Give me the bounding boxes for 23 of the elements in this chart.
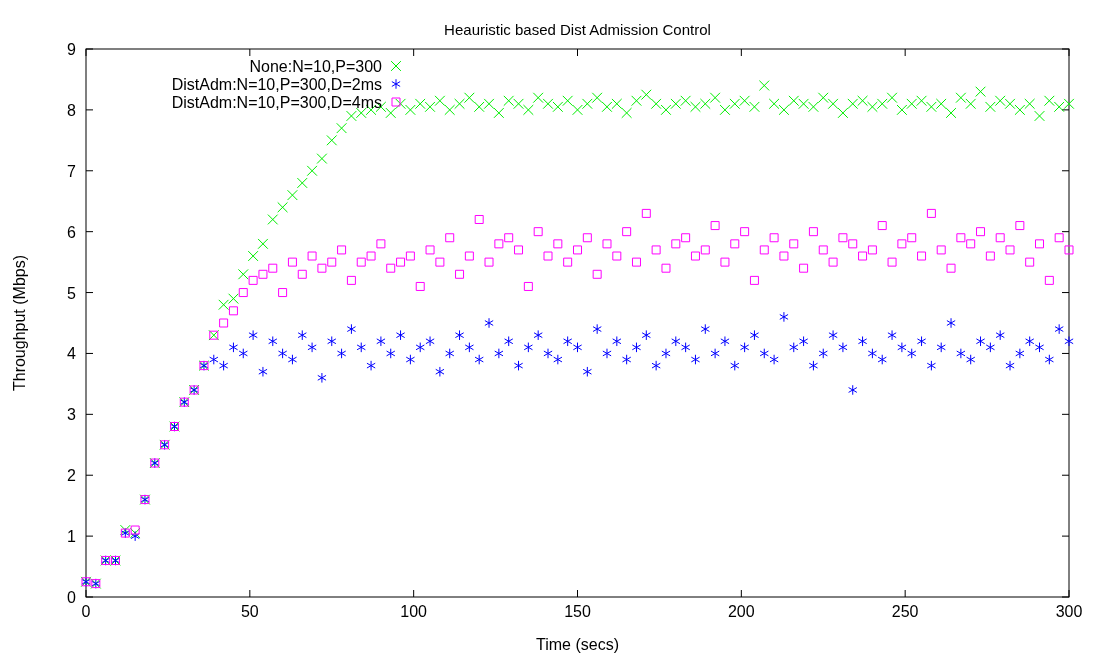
legend-label: None:N=10,P=300: [249, 58, 383, 75]
y-tick-label: 2: [67, 467, 77, 485]
y-tick-label: 5: [67, 284, 77, 302]
x-tick-label: 200: [727, 603, 755, 620]
x-tick-label: 0: [81, 603, 91, 620]
y-tick-label: 4: [67, 345, 77, 363]
x-tick-label: 250: [891, 603, 919, 620]
x-tick-label: 50: [240, 603, 259, 620]
y-tick-label: 9: [67, 41, 77, 58]
y-tick-label: 7: [67, 162, 77, 180]
chart-title: Heauristic based Dist Admission Control: [444, 21, 711, 38]
x-axis-title: Time (secs): [536, 636, 619, 653]
y-tick-label: 1: [67, 528, 77, 546]
y-axis-title: Throughput (Mbps): [11, 254, 28, 392]
legend-label: DistAdm:N=10,P=300,D=2ms: [171, 76, 382, 93]
y-tick-label: 0: [67, 589, 77, 606]
x-tick-label: 300: [1055, 603, 1083, 620]
y-tick-label: 3: [67, 406, 77, 424]
y-tick-label: 8: [67, 101, 77, 119]
x-tick-label: 150: [564, 603, 591, 620]
legend-label: DistAdm:N=10,P=300,D=4ms: [171, 94, 382, 111]
y-tick-label: 6: [67, 223, 77, 241]
x-tick-label: 100: [400, 603, 428, 620]
